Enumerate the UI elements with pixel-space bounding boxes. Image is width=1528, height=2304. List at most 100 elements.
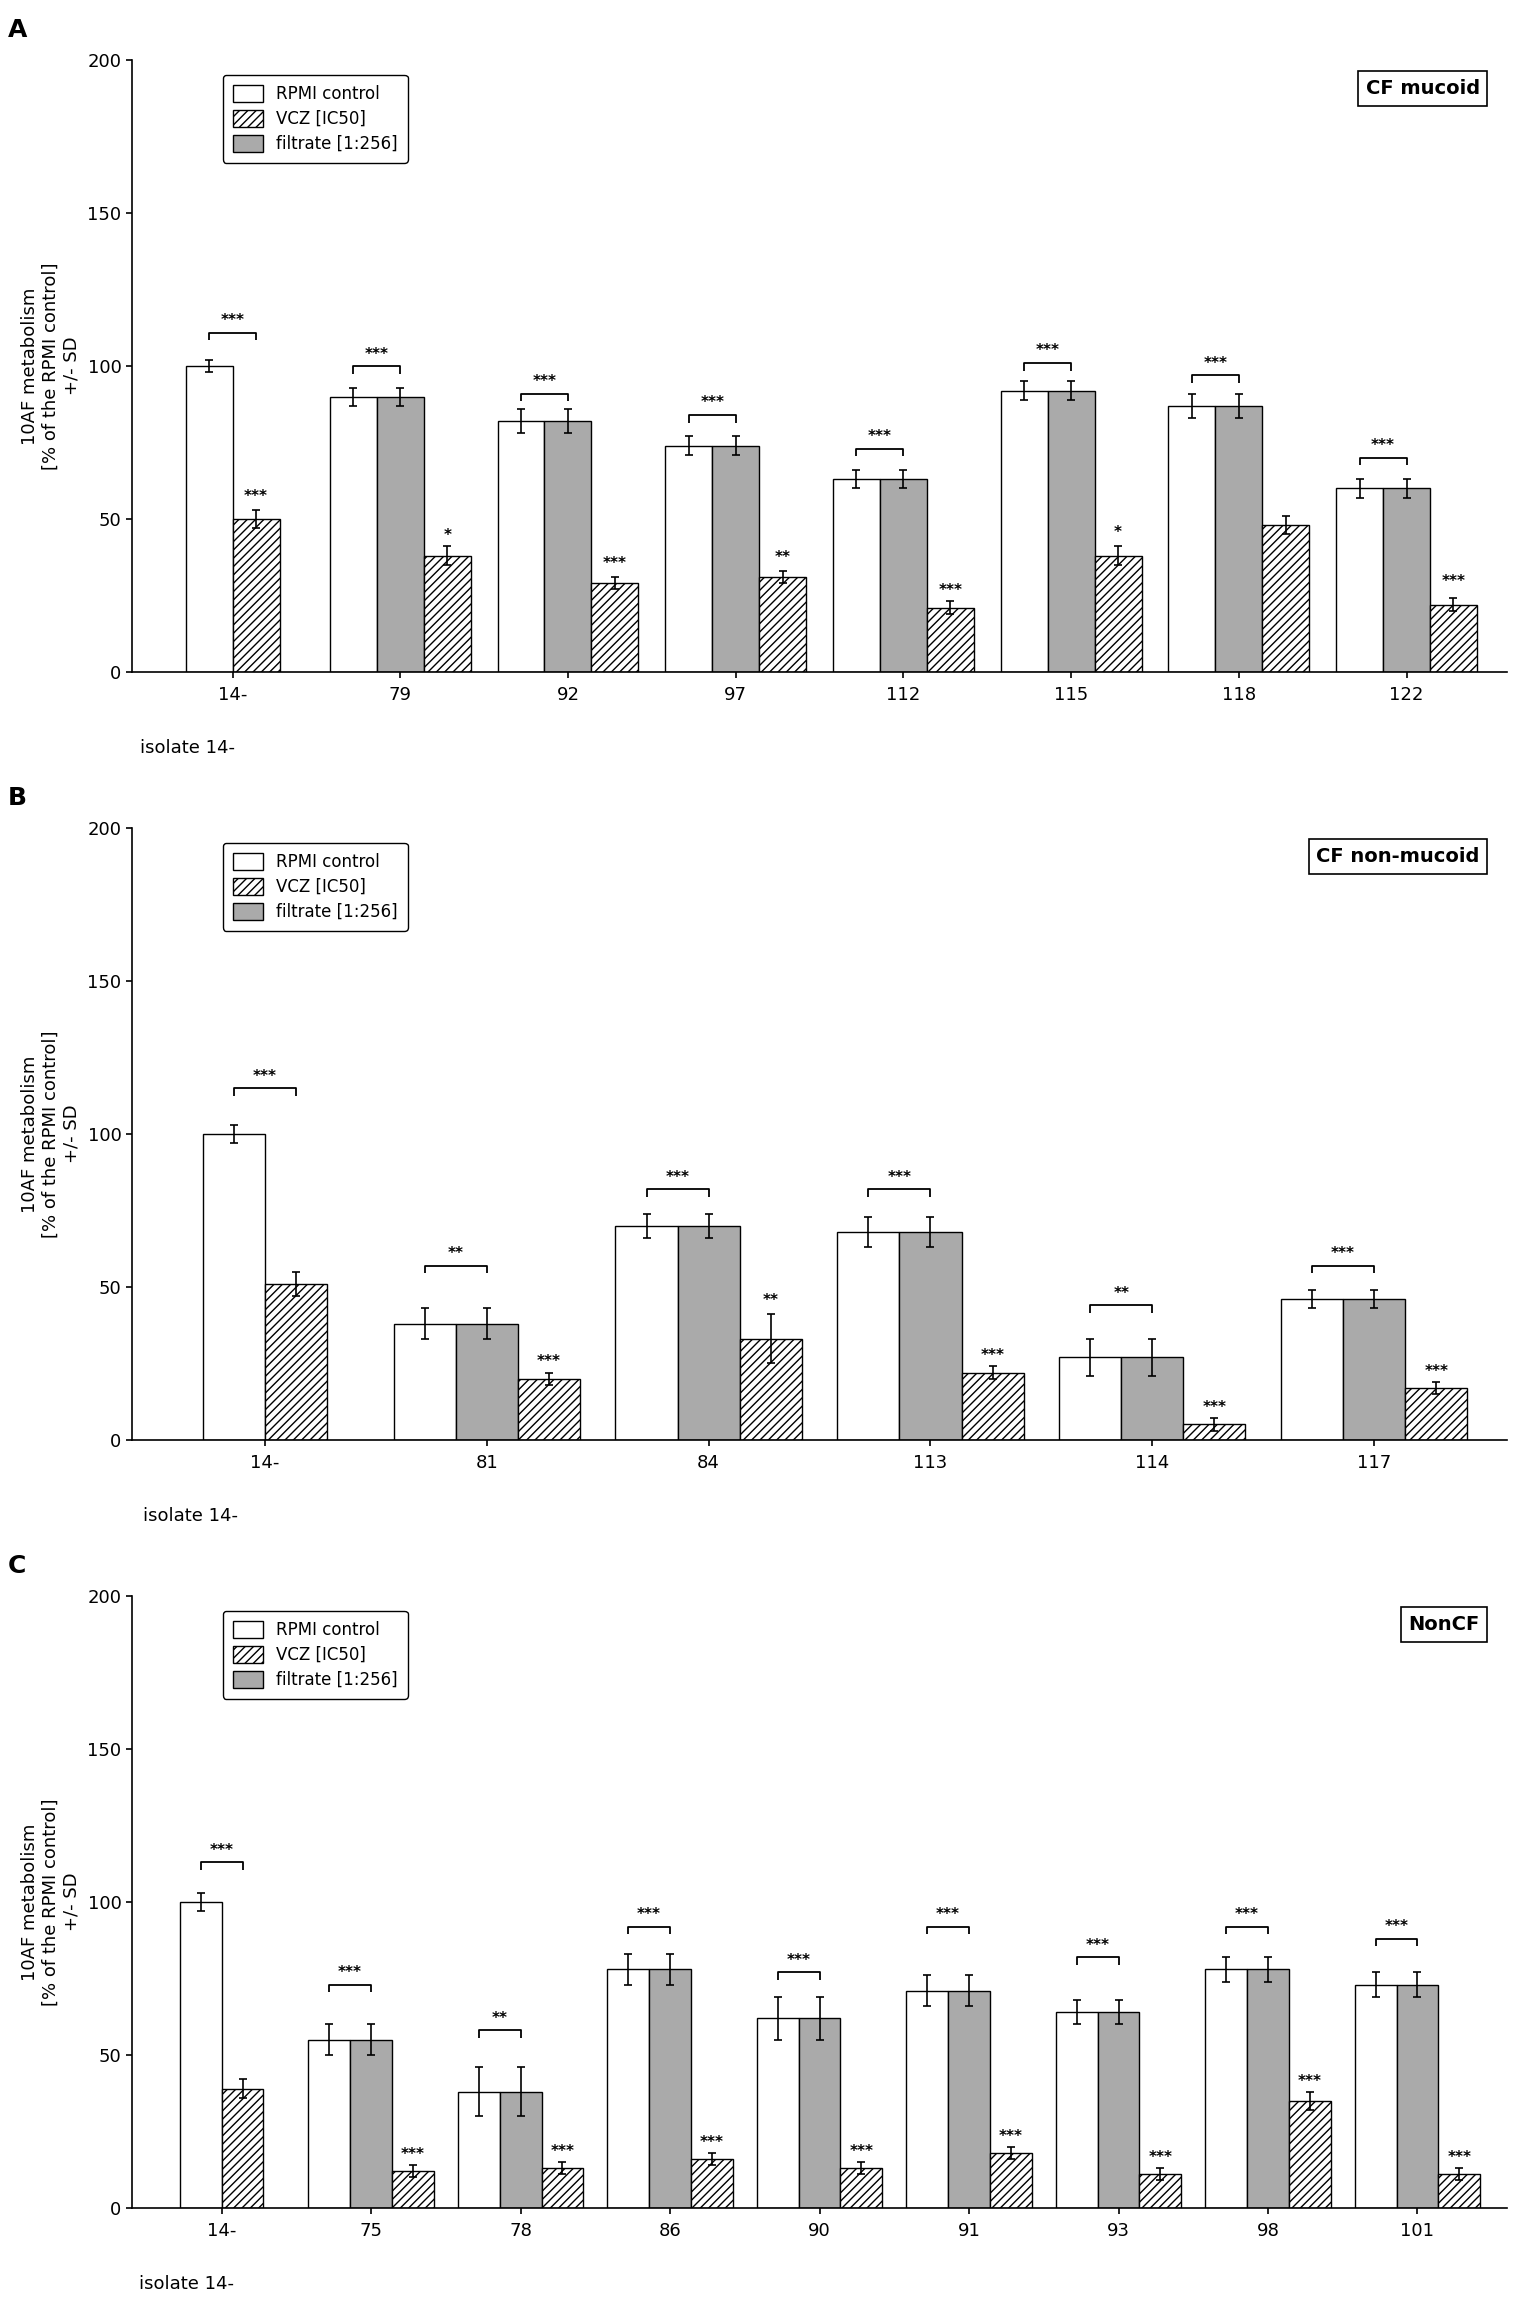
Bar	[691, 2159, 733, 2207]
Text: ***: ***	[787, 1954, 811, 1968]
Bar	[1430, 604, 1478, 673]
Text: B: B	[8, 786, 28, 811]
Bar	[1097, 2011, 1140, 2207]
Bar	[500, 2092, 541, 2207]
Text: ***: ***	[938, 583, 963, 599]
Bar	[1397, 1984, 1438, 2207]
Bar	[232, 518, 280, 673]
Bar	[498, 422, 544, 673]
Text: **: **	[775, 551, 790, 564]
Text: **: **	[492, 2011, 507, 2025]
Text: CF mucoid: CF mucoid	[1366, 78, 1479, 97]
Text: isolate 14-: isolate 14-	[139, 2274, 234, 2292]
Text: ***: ***	[1424, 1364, 1449, 1378]
Y-axis label: 10AF metabolism
[% of the RPMI control]
+/- SD: 10AF metabolism [% of the RPMI control] …	[21, 1030, 81, 1237]
Text: ***: ***	[338, 1965, 362, 1979]
Text: ***: ***	[244, 488, 267, 505]
Bar	[799, 2018, 840, 2207]
Bar	[1183, 1424, 1245, 1440]
Bar	[518, 1378, 581, 1440]
Bar	[880, 479, 927, 673]
Text: *: *	[443, 528, 451, 544]
Text: ***: ***	[209, 1843, 234, 1857]
Bar	[1001, 392, 1048, 673]
Bar	[1206, 1970, 1247, 2207]
Bar	[1335, 488, 1383, 673]
Bar	[616, 1226, 677, 1440]
Bar	[394, 1322, 455, 1440]
Text: ***: ***	[700, 2136, 724, 2150]
Bar	[1122, 1357, 1183, 1440]
Text: ***: ***	[700, 396, 724, 410]
Bar	[1140, 2175, 1181, 2207]
Text: C: C	[8, 1555, 26, 1578]
Text: **: **	[762, 1293, 779, 1309]
Text: ***: ***	[1036, 343, 1059, 359]
Bar	[1059, 1357, 1122, 1440]
Bar	[1215, 406, 1262, 673]
Bar	[1343, 1299, 1406, 1440]
Bar	[1262, 525, 1309, 673]
Bar	[222, 2087, 263, 2207]
Bar	[900, 1233, 961, 1440]
Text: ***: ***	[1297, 2074, 1322, 2087]
Bar	[1094, 555, 1141, 673]
Text: ***: ***	[1204, 355, 1227, 371]
Text: ***: ***	[1371, 438, 1395, 454]
Text: ***: ***	[536, 1355, 561, 1369]
Bar	[947, 1991, 990, 2207]
Bar	[840, 2168, 882, 2207]
Bar	[350, 2039, 393, 2207]
Bar	[740, 1339, 802, 1440]
Bar	[1247, 1970, 1290, 2207]
Bar	[1056, 2011, 1097, 2207]
Text: **: **	[448, 1246, 465, 1260]
Y-axis label: 10AF metabolism
[% of the RPMI control]
+/- SD: 10AF metabolism [% of the RPMI control] …	[21, 263, 81, 470]
Text: ***: ***	[981, 1348, 1004, 1364]
Text: ***: ***	[220, 313, 244, 327]
Text: ***: ***	[999, 2129, 1022, 2143]
Text: ***: ***	[1384, 1919, 1409, 1935]
Text: ***: ***	[1085, 1938, 1109, 1951]
Bar	[1383, 488, 1430, 673]
Text: ***: ***	[937, 1908, 960, 1922]
Text: ***: ***	[1331, 1246, 1355, 1260]
Bar	[665, 445, 712, 673]
Bar	[1280, 1299, 1343, 1440]
Bar	[649, 1970, 691, 2207]
Bar	[677, 1226, 740, 1440]
Bar	[961, 1373, 1024, 1440]
Text: ***: ***	[1203, 1401, 1227, 1415]
Bar	[1048, 392, 1094, 673]
Text: ***: ***	[888, 1170, 911, 1184]
Bar	[455, 1322, 518, 1440]
Text: ***: ***	[868, 429, 892, 445]
Text: A: A	[8, 18, 28, 41]
Text: CF non-mucoid: CF non-mucoid	[1316, 848, 1479, 866]
Bar	[330, 396, 377, 673]
Bar	[203, 1134, 264, 1440]
Text: ***: ***	[1235, 1908, 1259, 1922]
Bar	[607, 1970, 649, 2207]
Text: ***: ***	[1447, 2150, 1471, 2166]
Bar	[759, 576, 807, 673]
Text: ***: ***	[1149, 2150, 1172, 2166]
Bar	[180, 1903, 222, 2207]
Bar	[377, 396, 423, 673]
Bar	[1290, 2101, 1331, 2207]
Text: ***: ***	[604, 555, 626, 571]
Bar	[990, 2152, 1031, 2207]
Bar	[458, 2092, 500, 2207]
Bar	[927, 608, 973, 673]
Text: NonCF: NonCF	[1409, 1615, 1479, 1634]
Text: isolate 14-: isolate 14-	[144, 1507, 238, 1525]
Bar	[1438, 2175, 1481, 2207]
Text: ***: ***	[850, 2143, 874, 2159]
Bar	[185, 366, 232, 673]
Text: ***: ***	[550, 2143, 575, 2159]
Bar	[1406, 1387, 1467, 1440]
Text: ***: ***	[637, 1908, 662, 1922]
Text: ***: ***	[666, 1170, 689, 1184]
Bar	[541, 2168, 584, 2207]
Text: ***: ***	[532, 373, 556, 389]
